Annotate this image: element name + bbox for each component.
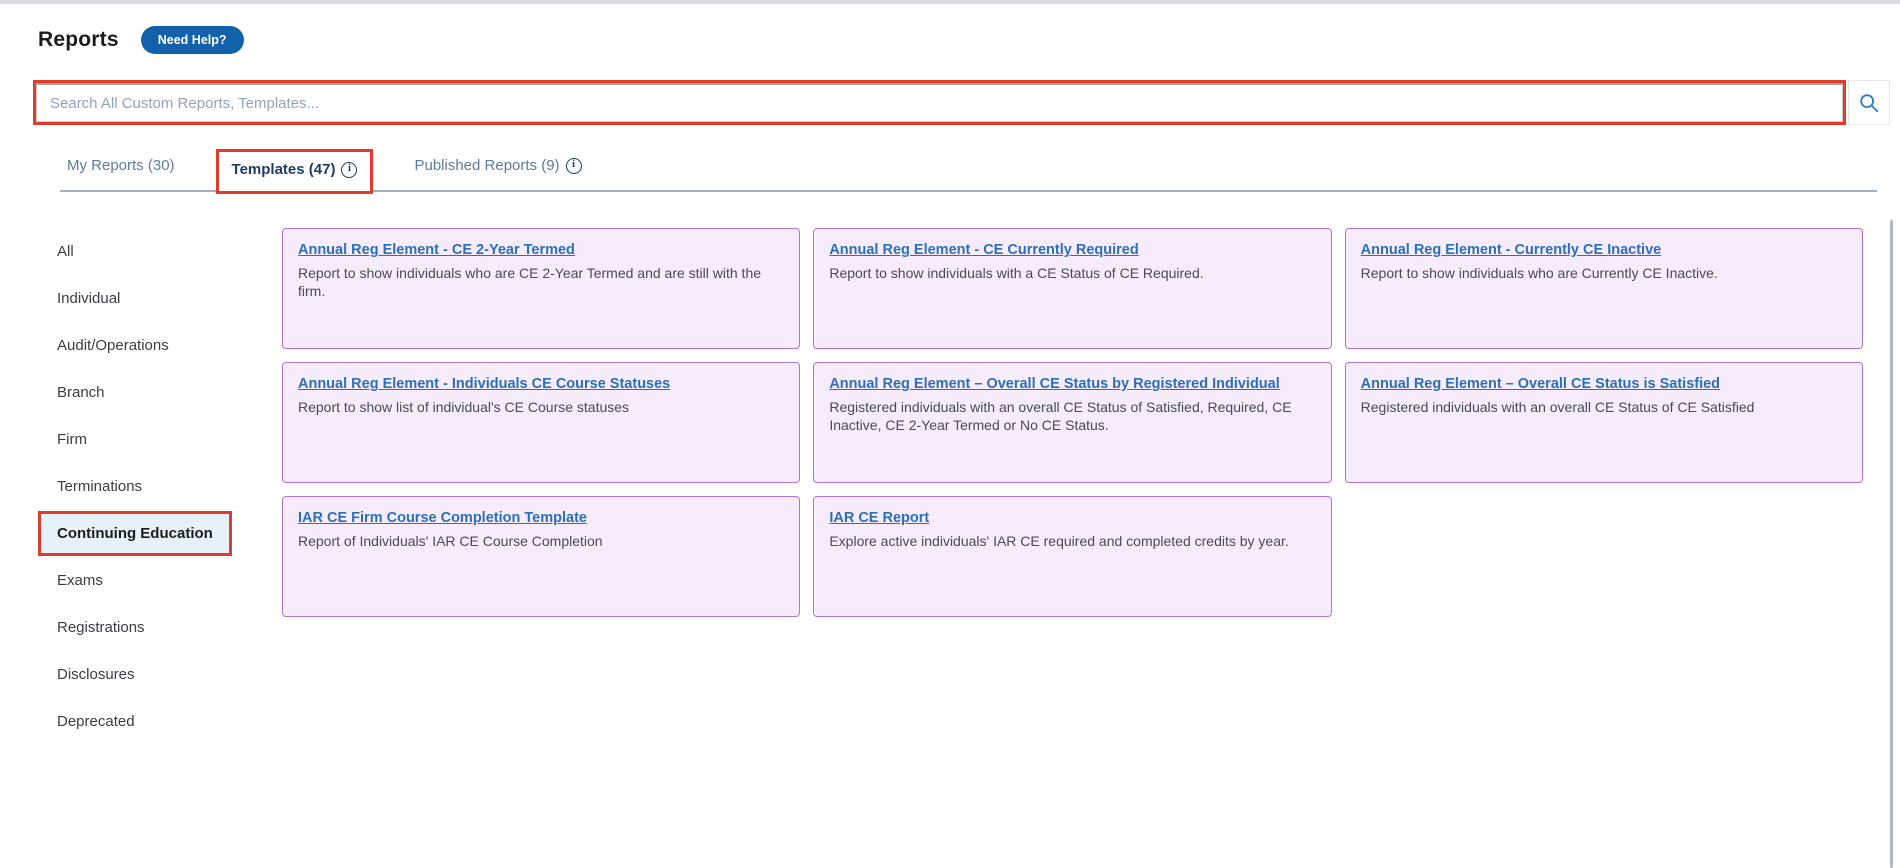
report-card: Annual Reg Element – Overall CE Status b…	[813, 362, 1332, 483]
sidebar-item[interactable]: Audit/Operations	[57, 337, 169, 354]
search-annotation-box	[33, 80, 1846, 125]
report-card-grid: Annual Reg Element - CE 2-Year Termed Re…	[282, 228, 1863, 617]
report-card-title-link[interactable]: Annual Reg Element – Overall CE Status b…	[829, 376, 1280, 392]
report-card-description: Report to show individuals who are Curre…	[1360, 264, 1718, 281]
info-icon[interactable]: i	[565, 157, 582, 174]
report-card: IAR CE Firm Course Completion Template R…	[282, 496, 801, 617]
templates-panel: Annual Reg Element - CE 2-Year Termed Re…	[282, 228, 1863, 745]
report-card-title-link[interactable]: Annual Reg Element – Overall CE Status i…	[1360, 376, 1721, 392]
sidebar-item[interactable]: Disclosures	[57, 666, 135, 683]
page-title: Reports	[38, 28, 119, 51]
report-card-description: Registered individuals with an overall C…	[1360, 398, 1755, 415]
sidebar-item[interactable]: Terminations	[57, 478, 143, 495]
sidebar-item[interactable]: Continuing Education	[38, 511, 232, 556]
sidebar-item[interactable]: Registrations	[57, 619, 145, 636]
tab-label: Published Reports (9)	[414, 157, 560, 174]
tab-label: My Reports (30)	[67, 157, 175, 174]
sidebar-item[interactable]: Firm	[57, 431, 87, 448]
report-card: Annual Reg Element - CE 2-Year Termed Re…	[282, 228, 801, 349]
report-card-title-link[interactable]: Annual Reg Element - Currently CE Inacti…	[1360, 242, 1662, 258]
report-card: Annual Reg Element - Currently CE Inacti…	[1344, 228, 1863, 349]
search-row	[33, 80, 1890, 125]
sidebar-item[interactable]: Exams	[57, 572, 103, 589]
report-card: IAR CE Report Explore active individuals…	[813, 496, 1332, 617]
report-card-title-link[interactable]: IAR CE Report	[829, 510, 930, 526]
category-sidebar: All Individual Audit/Operations Branch F…	[0, 228, 282, 745]
tab[interactable]: My Reports (30) i	[60, 145, 182, 190]
sidebar-item[interactable]: Branch	[57, 384, 105, 401]
info-icon[interactable]: i	[341, 161, 358, 178]
report-card: Annual Reg Element – Overall CE Status i…	[1344, 362, 1863, 483]
sidebar-item[interactable]: All	[57, 243, 74, 260]
report-card: Annual Reg Element - CE Currently Requir…	[813, 228, 1332, 349]
report-card: Annual Reg Element - Individuals CE Cour…	[282, 362, 801, 483]
search-button[interactable]	[1848, 80, 1890, 125]
top-border-strip	[0, 0, 1900, 4]
sidebar-item[interactable]: Individual	[57, 290, 121, 307]
report-card-title-link[interactable]: Annual Reg Element - CE Currently Requir…	[829, 242, 1139, 258]
report-card-description: Report to show list of individual's CE C…	[298, 398, 630, 415]
sidebar-item[interactable]: Deprecated	[57, 713, 135, 730]
need-help-button[interactable]: Need Help?	[140, 26, 244, 54]
report-card-description: Registered individuals with an overall C…	[829, 398, 1292, 434]
report-card-title-link[interactable]: Annual Reg Element - CE 2-Year Termed	[298, 242, 575, 258]
tabs-bar: My Reports (30) i Templates (47) i Publi…	[60, 145, 1877, 194]
report-card-description: Explore active individuals' IAR CE requi…	[829, 532, 1289, 549]
search-icon	[1858, 92, 1880, 114]
tab[interactable]: Templates (47) i	[215, 149, 374, 194]
report-card-title-link[interactable]: Annual Reg Element - Individuals CE Cour…	[298, 376, 671, 392]
search-input[interactable]	[36, 83, 1843, 122]
report-card-description: Report to show individuals who are CE 2-…	[298, 264, 762, 300]
content-area: All Individual Audit/Operations Branch F…	[0, 228, 1900, 745]
report-card-description: Report to show individuals with a CE Sta…	[829, 264, 1204, 281]
report-card-description: Report of Individuals' IAR CE Course Com…	[298, 532, 603, 549]
report-card-title-link[interactable]: IAR CE Firm Course Completion Template	[298, 510, 587, 526]
tab[interactable]: Published Reports (9) i	[407, 145, 588, 190]
tab-label: Templates (47)	[231, 161, 336, 178]
page-header: Reports Need Help?	[0, 4, 1900, 54]
vertical-scrollbar[interactable]	[1890, 220, 1893, 868]
